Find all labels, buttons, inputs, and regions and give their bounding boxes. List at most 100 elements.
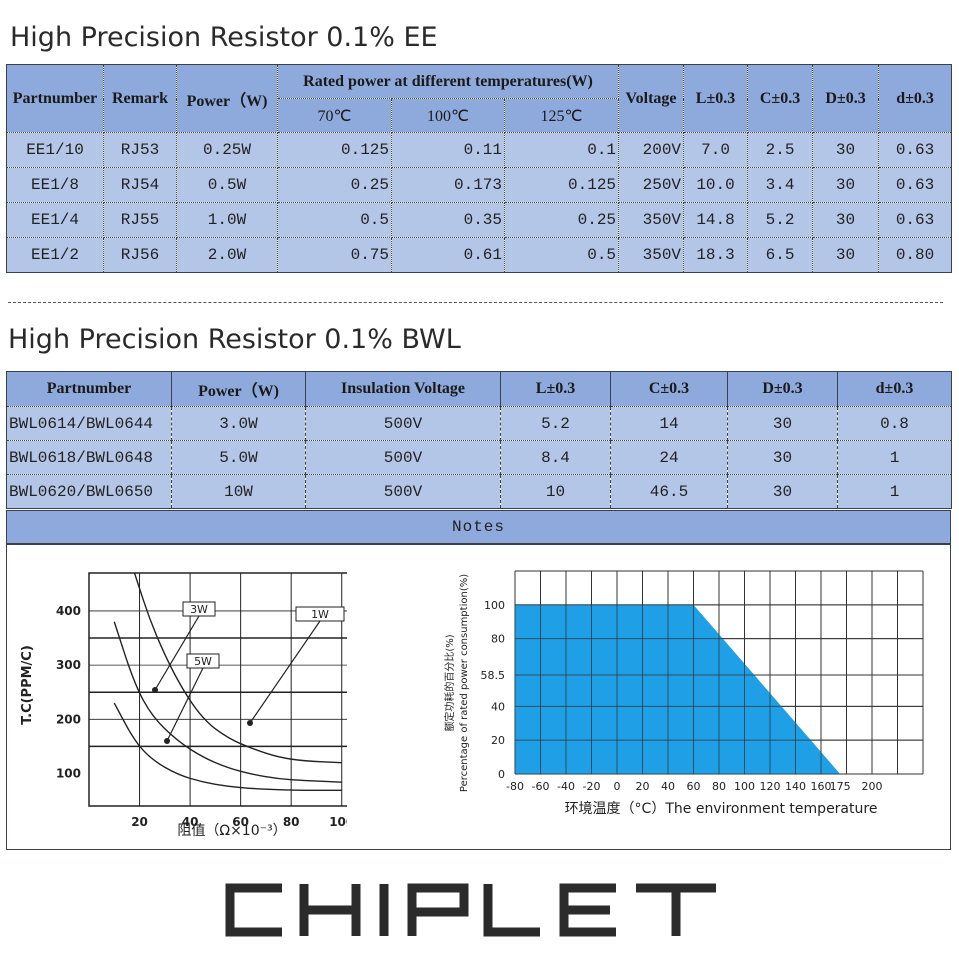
ee-cell-p100: 0.173 bbox=[391, 167, 505, 203]
bwl-cell-c: 24 bbox=[610, 440, 728, 475]
derating-x-tick: -20 bbox=[583, 780, 601, 793]
bwl-cell-l: 5.2 bbox=[500, 406, 611, 441]
ee-cell-power: 0.5W bbox=[176, 167, 278, 203]
tc-series-label: 5W bbox=[194, 655, 212, 668]
tc-y-tick: 200 bbox=[56, 712, 81, 726]
derating-x-tick: 60 bbox=[687, 780, 701, 793]
derating-x-tick: 100 bbox=[734, 780, 755, 793]
ee-header-voltage: Voltage bbox=[618, 64, 685, 133]
tc-y-tick: 400 bbox=[56, 604, 81, 618]
derating-x-tick: 140 bbox=[785, 780, 806, 793]
bwl-cell-l: 8.4 bbox=[500, 440, 611, 475]
bwl-header-power: Power（W) bbox=[171, 371, 306, 407]
bwl-cell-voltage: 500V bbox=[305, 474, 501, 509]
ee-cell-d: 30 bbox=[812, 132, 880, 168]
ee-header-c: C±0.3 bbox=[747, 64, 814, 133]
ee-cell-dd: 0.80 bbox=[878, 237, 953, 273]
ee-cell-part: EE1/10 bbox=[6, 132, 104, 168]
bwl-cell-dd: 0.8 bbox=[837, 406, 952, 441]
bwl-table-row: BWL0614/BWL0644 3.0W 500V 5.2 14 30 0.8 bbox=[6, 406, 952, 441]
ee-header-125c: 125℃ bbox=[503, 98, 620, 133]
ee-cell-dd: 0.63 bbox=[878, 202, 953, 238]
ee-cell-power: 2.0W bbox=[176, 237, 278, 273]
ee-cell-voltage: 250V bbox=[618, 167, 685, 203]
tc-curve-3w bbox=[113, 621, 342, 783]
ee-cell-p100: 0.11 bbox=[391, 132, 505, 168]
ee-cell-p70: 0.125 bbox=[277, 132, 392, 168]
ee-table: Partnumber Remark Power（W) Rated power a… bbox=[6, 64, 953, 273]
bwl-cell-l: 10 bbox=[500, 474, 611, 509]
ee-header-partnumber: Partnumber bbox=[6, 64, 104, 133]
bwl-cell-voltage: 500V bbox=[305, 440, 501, 475]
derating-y-tick: 58.5 bbox=[481, 669, 506, 682]
derating-x-tick: 80 bbox=[712, 780, 726, 793]
ee-cell-d: 30 bbox=[812, 237, 880, 273]
tc-chart: 1W 3W 5W 20 40 60 80 100 100 200 300 400 T.C(PPM/C… bbox=[20, 572, 347, 839]
ee-cell-remark: RJ55 bbox=[103, 202, 177, 238]
tc-x-tick: 40 bbox=[182, 815, 199, 829]
bwl-cell-dd: 1 bbox=[837, 440, 952, 475]
ee-header-70c: 70℃ bbox=[277, 98, 392, 133]
bwl-cell-power: 3.0W bbox=[171, 406, 306, 441]
bwl-cell-d: 30 bbox=[727, 406, 838, 441]
ee-cell-voltage: 350V bbox=[618, 237, 685, 273]
derating-x-axis-label: 环境温度（°C）The environment temperature bbox=[565, 801, 878, 817]
tc-y-tick: 100 bbox=[56, 766, 81, 780]
section-divider bbox=[8, 302, 943, 303]
bwl-table: Partnumber Power（W) Insulation Voltage L… bbox=[6, 371, 952, 509]
ee-table-row: EE1/4 RJ55 1.0W 0.5 0.35 0.25 350V 14.8 5.2 30 0.6… bbox=[6, 202, 953, 238]
derating-y-tick: 40 bbox=[491, 700, 505, 713]
ee-cell-p125: 0.5 bbox=[503, 237, 620, 273]
bwl-cell-power: 5.0W bbox=[171, 440, 306, 475]
ee-cell-d: 30 bbox=[812, 167, 880, 203]
derating-x-tick: 200 bbox=[862, 780, 883, 793]
bwl-header-partnumber: Partnumber bbox=[6, 371, 172, 407]
bwl-cell-part: BWL0618/BWL0648 bbox=[6, 440, 172, 475]
derating-x-tick: 20 bbox=[636, 780, 650, 793]
tc-y-tick: 300 bbox=[56, 658, 81, 672]
ee-cell-dd: 0.63 bbox=[878, 167, 953, 203]
tc-series-arrow-head bbox=[247, 720, 253, 726]
ee-header-l: L±0.3 bbox=[683, 64, 749, 133]
tc-x-tick: 20 bbox=[131, 815, 148, 829]
derating-y-axis-label-en: Percentage of rated power consumption(%) bbox=[459, 574, 470, 792]
tc-series-arrow-head bbox=[152, 687, 158, 693]
bwl-cell-c: 14 bbox=[610, 406, 728, 441]
tc-series-arrow bbox=[249, 620, 321, 724]
ee-cell-l: 14.8 bbox=[683, 202, 749, 238]
ee-cell-c: 5.2 bbox=[747, 202, 814, 238]
ee-cell-l: 7.0 bbox=[683, 132, 749, 168]
ee-cell-l: 18.3 bbox=[683, 237, 749, 273]
ee-header-remark: Remark bbox=[103, 64, 177, 133]
tc-series-arrow bbox=[166, 667, 204, 742]
ee-cell-part: EE1/4 bbox=[6, 202, 104, 238]
notes-header: Notes bbox=[6, 510, 951, 544]
ee-cell-power: 0.25W bbox=[176, 132, 278, 168]
derating-x-tick: 175 bbox=[830, 780, 851, 793]
ee-cell-dd: 0.63 bbox=[878, 132, 953, 168]
derating-y-tick: 80 bbox=[491, 633, 505, 646]
tc-curve-5w bbox=[113, 702, 342, 791]
ee-cell-d: 30 bbox=[812, 202, 880, 238]
bwl-title: High Precision Resistor 0.1% BWL bbox=[8, 324, 461, 355]
ee-table-row: EE1/10 RJ53 0.25W 0.125 0.11 0.1 200V 7.0 2.5 30 0… bbox=[6, 132, 953, 168]
bwl-cell-part: BWL0620/BWL0650 bbox=[6, 474, 172, 509]
derating-y-tick: 0 bbox=[498, 768, 505, 781]
derating-y-tick: 20 bbox=[491, 734, 505, 747]
bwl-header-c: C±0.3 bbox=[610, 371, 728, 407]
ee-cell-c: 6.5 bbox=[747, 237, 814, 273]
tc-curve-1w bbox=[133, 573, 342, 764]
bwl-table-row: BWL0618/BWL0648 5.0W 500V 8.4 24 30 1 bbox=[6, 440, 952, 475]
derating-y-axis-label-cn: 额定功耗的百分比(%) bbox=[443, 634, 456, 731]
bwl-cell-d: 30 bbox=[727, 440, 838, 475]
tc-x-tick: 60 bbox=[232, 815, 249, 829]
ee-cell-voltage: 350V bbox=[618, 202, 685, 238]
tc-x-axis-label: 阻值（Ω×10⁻³） bbox=[177, 823, 286, 839]
tc-series-label: 3W bbox=[190, 603, 208, 616]
ee-cell-p70: 0.25 bbox=[277, 167, 392, 203]
derating-x-tick: 160 bbox=[811, 780, 832, 793]
derating-chart: 额定功耗的百分比(%) Percentage of rated power co… bbox=[443, 570, 924, 817]
bwl-header-dd: d±0.3 bbox=[837, 371, 952, 407]
bwl-header-l: L±0.3 bbox=[500, 371, 611, 407]
ee-cell-p125: 0.1 bbox=[503, 132, 620, 168]
